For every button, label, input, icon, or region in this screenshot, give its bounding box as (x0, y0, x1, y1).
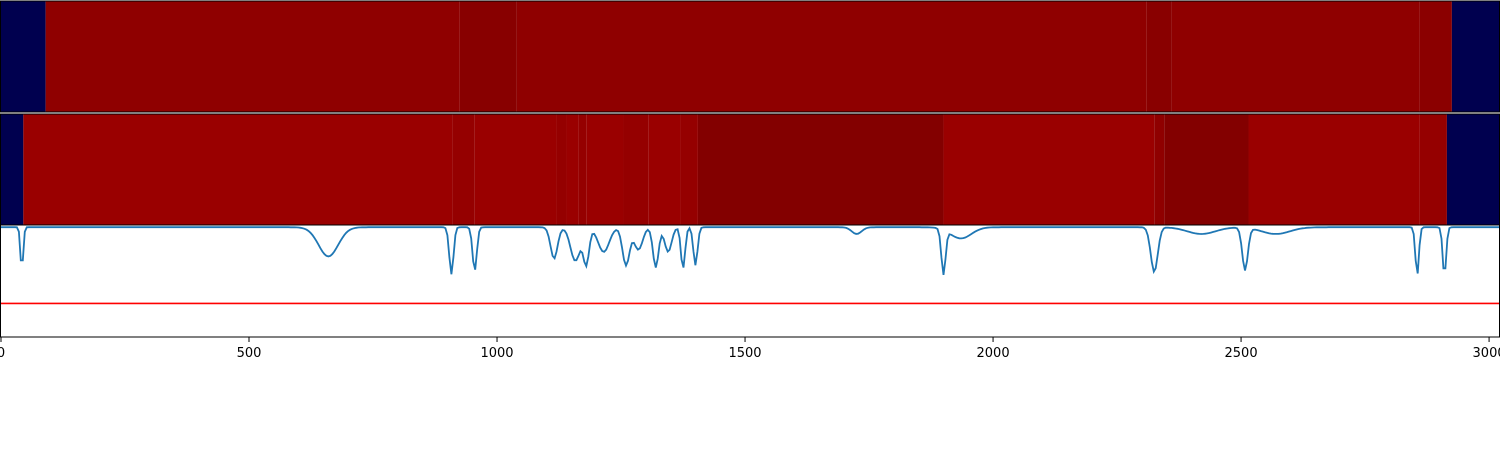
x-axis: 0 500 1000 1500 2000 2500 3000 (0, 337, 1500, 361)
heatmap-bottom-cell-9 (648, 114, 681, 225)
heatmap-bottom-cell-17 (1446, 114, 1499, 225)
heatmap-panel-bottom (0, 113, 1500, 226)
x-tick-label-1500: 1500 (728, 346, 761, 361)
heatmap-bottom-cell-10 (680, 114, 698, 225)
heatmap-bottom-cell-1 (23, 114, 453, 225)
heatmap-bottom-cell-11 (697, 114, 944, 225)
heatmap-bottom-cell-8 (623, 114, 649, 225)
x-tick-label-0: 0 (0, 346, 5, 361)
heatmap-bottom-cell-16 (1419, 114, 1447, 225)
heatmap-top-cell-6 (1419, 1, 1452, 112)
line-plot-panel (0, 224, 1500, 338)
spectrum-line (1, 226, 1499, 276)
heatmap-top-cell-1 (45, 1, 460, 112)
x-tick-label-2500: 2500 (1225, 346, 1258, 361)
heatmap-bottom-cell-0 (1, 114, 24, 225)
heatmap-bottom-cell-7 (586, 114, 624, 225)
heatmap-top-cell-5 (1171, 1, 1420, 112)
heatmap-top-cell-3 (516, 1, 1147, 112)
heatmap-bottom-cell-5 (566, 114, 579, 225)
heatmap-bottom-cell-6 (578, 114, 587, 225)
heatmap-bottom-cell-13 (1154, 114, 1165, 225)
x-tick-label-2000: 2000 (977, 346, 1010, 361)
x-tick-label-1000: 1000 (480, 346, 513, 361)
heatmap-bottom-cell-12 (943, 114, 1155, 225)
x-tick-label-500: 500 (237, 346, 262, 361)
heatmap-top-cell-4 (1146, 1, 1172, 112)
heatmap-bottom-cell-3 (474, 114, 557, 225)
heatmap-top-cell-0 (1, 1, 46, 112)
x-tick-label-3000: 3000 (1473, 346, 1500, 361)
heatmap-top-cell-2 (459, 1, 517, 112)
heatmap-bottom-cell-15 (1248, 114, 1420, 225)
heatmap-bottom-cell-4 (556, 114, 567, 225)
heatmap-bottom-cell-2 (452, 114, 475, 225)
line-panel-background (0, 225, 1500, 337)
heatmap-top-cell-7 (1451, 1, 1499, 112)
heatmap-bottom-cell-14 (1164, 114, 1249, 225)
heatmap-panel-top (0, 0, 1500, 113)
